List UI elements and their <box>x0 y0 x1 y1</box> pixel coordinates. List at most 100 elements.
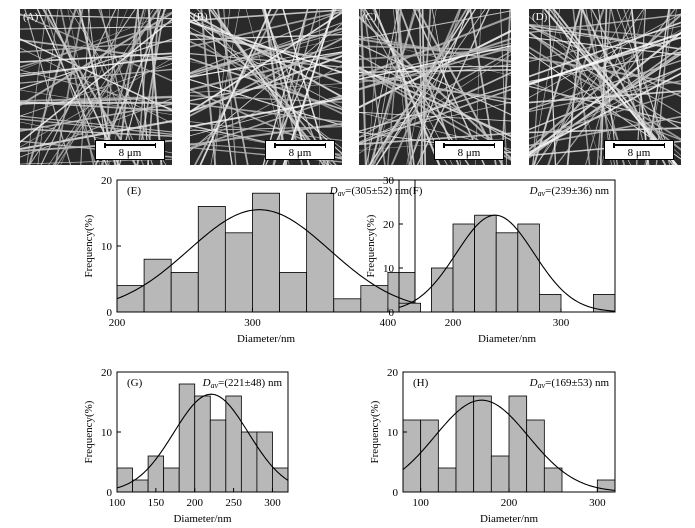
histogram-bar <box>437 467 457 493</box>
scale-bar-text-c: 8 μm <box>457 147 481 159</box>
y-tick-label: 10 <box>383 263 395 275</box>
histogram-bar <box>539 293 562 313</box>
y-tick-label: 30 <box>383 175 395 187</box>
micrograph-d: (D) 8 μm <box>529 9 681 165</box>
y-tick-label: 0 <box>393 487 399 499</box>
micrograph-label-a: (A) <box>23 11 39 23</box>
average-diameter-annotation: Dav=(239±36) nm <box>529 185 610 198</box>
micrograph-a: (A) 8 μm <box>20 9 172 165</box>
scale-bar-text-d: 8 μm <box>627 147 651 159</box>
micrograph-c: (C) 8 μm <box>359 9 511 165</box>
histogram-bar <box>170 271 199 313</box>
histogram-panel-2: 200 300 0 10 20 30 Diameter/nm Frequency(%) (F) D… <box>365 175 616 345</box>
y-tick-label: 10 <box>387 427 399 439</box>
histogram-bar <box>490 455 510 493</box>
y-tick-label: 0 <box>389 307 395 319</box>
average-diameter-annotation: Dav=(305±52) nm <box>329 185 410 198</box>
fiber-network-a <box>20 9 172 165</box>
scale-bar-text-a: 8 μm <box>118 147 142 159</box>
scale-bar-b: 8 μm <box>265 140 335 160</box>
x-tick-label: 200 <box>109 317 126 329</box>
histogram-bar <box>178 383 196 493</box>
x-tick-label: 200 <box>186 497 203 509</box>
x-tick-label: 300 <box>244 317 261 329</box>
panel-label: (F) <box>409 185 423 197</box>
x-axis-label: Diameter/nm <box>480 513 538 525</box>
y-axis-label: Frequency(%) <box>83 214 95 277</box>
scale-bar-c: 8 μm <box>434 140 504 160</box>
x-tick-label: 400 <box>380 317 397 329</box>
panel-label: (E) <box>127 185 141 197</box>
histogram-bar <box>132 479 149 493</box>
micrograph-label-d: (D) <box>532 11 548 23</box>
histogram-panel-4: 100 200 300 0 10 20 Diameter/nm Frequency(%) (H)… <box>369 367 616 525</box>
x-axis-label: Diameter/nm <box>237 333 295 345</box>
plot-frame <box>398 179 616 313</box>
x-tick-label: 200 <box>501 497 518 509</box>
y-tick-label: 20 <box>101 175 113 187</box>
x-tick-label: 200 <box>445 317 462 329</box>
panel-label: (G) <box>127 377 143 389</box>
x-tick-label: 250 <box>225 497 242 509</box>
histogram-bar <box>420 419 439 493</box>
histogram-bar <box>398 302 422 313</box>
y-axis-label: Frequency(%) <box>369 400 381 463</box>
histogram-panel-3: 100 150 200 250 300 0 10 20 Diameter/nm Frequency… <box>83 367 289 525</box>
histogram-bar <box>430 267 454 313</box>
scale-bar-d: 8 μm <box>604 140 674 160</box>
histogram-bar <box>224 232 253 313</box>
y-tick-label: 20 <box>101 367 113 379</box>
histogram-bar <box>333 298 362 313</box>
x-tick-label: 100 <box>412 497 429 509</box>
histogram-bar <box>473 395 492 493</box>
histogram-bar <box>209 419 227 493</box>
y-tick-label: 20 <box>383 219 395 231</box>
x-tick-label: 100 <box>109 497 126 509</box>
histogram-bar <box>143 258 172 313</box>
y-tick-label: 0 <box>107 307 113 319</box>
x-tick-label: 300 <box>264 497 281 509</box>
panel-label: (H) <box>413 377 429 389</box>
histogram-bar <box>495 232 519 313</box>
histogram-bar <box>256 431 273 493</box>
histogram-bar <box>272 467 289 493</box>
histogram-bar <box>194 395 211 493</box>
micrograph-b: (B) 8 μm <box>190 9 342 165</box>
y-axis-label: Frequency(%) <box>365 214 377 277</box>
histogram-bar <box>306 192 335 313</box>
scale-bar-a: 8 μm <box>95 140 165 160</box>
x-axis-label: Diameter/nm <box>478 333 536 345</box>
y-tick-label: 20 <box>387 367 399 379</box>
histogram-bar <box>252 192 280 313</box>
y-tick-label: 0 <box>107 487 113 499</box>
average-diameter-annotation: Dav=(221±48) nm <box>202 377 283 390</box>
histogram-bar <box>116 467 133 493</box>
x-tick-label: 300 <box>589 497 606 509</box>
x-tick-label: 150 <box>148 497 165 509</box>
micrograph-label-b: (B) <box>193 11 208 23</box>
y-tick-label: 10 <box>101 427 113 439</box>
y-tick-label: 10 <box>101 241 113 253</box>
histogram-bar <box>197 205 226 313</box>
histogram-bar <box>279 271 308 313</box>
histogram-panel-1: 200 300 40001020Diameter/nmFrequency(%)(E)… <box>83 175 416 345</box>
x-axis-label: Diameter/nm <box>173 513 231 525</box>
average-diameter-annotation: Dav=(169±53) nm <box>529 377 610 390</box>
histogram-bar <box>508 395 528 493</box>
histogram-bar <box>116 285 145 313</box>
x-tick-label: 300 <box>553 317 570 329</box>
y-axis-label: Frequency(%) <box>83 400 95 463</box>
histogram-bar <box>543 467 563 493</box>
histogram-bar <box>452 223 476 313</box>
histogram-bar <box>360 285 389 313</box>
histogram-bar <box>474 214 497 313</box>
histogram-bar <box>147 455 165 493</box>
gaussian-fit-curve <box>116 393 289 489</box>
gaussian-fit-curve <box>398 214 616 312</box>
gaussian-fit-curve <box>402 399 616 491</box>
micrograph-label-c: (C) <box>362 11 377 23</box>
histogram-bar <box>526 419 545 493</box>
fiber-network-b <box>190 9 342 165</box>
histogram-bar <box>517 223 540 313</box>
